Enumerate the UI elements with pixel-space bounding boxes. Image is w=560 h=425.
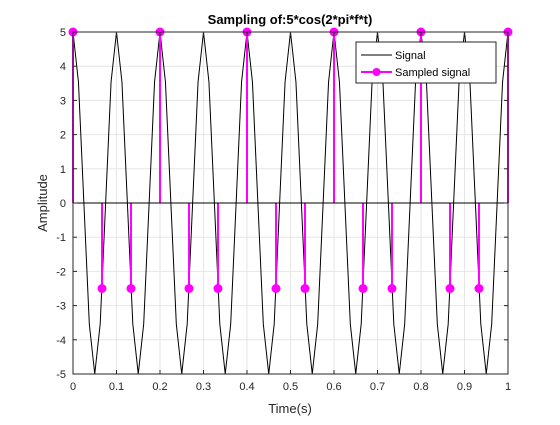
- x-tick-label: 0.8: [413, 381, 428, 393]
- y-tick-label: 1: [60, 164, 66, 176]
- x-axis-label: Time(s): [268, 401, 312, 416]
- sampled-signal-point: [358, 284, 368, 293]
- x-tick-label: 0.3: [196, 381, 211, 393]
- x-tick-label: 1: [505, 381, 511, 393]
- y-tick-label: 3: [60, 95, 66, 107]
- sampled-signal-point: [271, 284, 281, 293]
- y-tick-label: 0: [60, 198, 66, 210]
- sampled-signal-point: [97, 284, 107, 293]
- tick-labels: 0 0.1 0.2 0.3 0.4 0.5 0.6 0.7 0.8 0.9 1 -5 -4 -3 -2 -1 0…: [56, 27, 511, 393]
- sampled-signal-point: [126, 284, 136, 293]
- y-tick-label: -5: [56, 369, 66, 381]
- x-tick-label: 0: [70, 381, 76, 393]
- x-tick-label: 0.2: [152, 381, 167, 393]
- x-tick-label: 0.9: [457, 381, 472, 393]
- sampled-signal-point: [387, 284, 397, 293]
- legend-box: [355, 41, 497, 84]
- sampled-signal-point: [474, 284, 484, 293]
- legend: Signal Sampled signal: [355, 41, 497, 84]
- sampled-signal-point: [184, 284, 194, 293]
- legend-signal-label: Signal: [395, 50, 426, 62]
- chart-title: Sampling of:5*cos(2*pi*f*t): [208, 12, 373, 27]
- y-tick-label: -1: [56, 232, 66, 244]
- y-tick-label: 2: [60, 130, 66, 142]
- x-tick-label: 0.5: [283, 381, 298, 393]
- sampled-signal-point: [445, 284, 455, 293]
- sampled-signal-point: [213, 284, 223, 293]
- sampled-signal-point: [300, 284, 310, 293]
- y-tick-label: 5: [60, 27, 66, 39]
- x-tick-label: 0.7: [370, 381, 385, 393]
- y-tick-label: -4: [56, 335, 66, 347]
- y-tick-label: -2: [56, 266, 66, 278]
- axes: [72, 31, 509, 375]
- legend-sampled-marker: [372, 68, 381, 76]
- y-tick-label: -3: [56, 301, 66, 313]
- x-tick-label: 0.1: [109, 381, 124, 393]
- y-axis-label: Amplitude: [35, 174, 50, 232]
- x-tick-label: 0.6: [326, 381, 341, 393]
- legend-sampled-label: Sampled signal: [395, 67, 470, 79]
- x-tick-label: 0.4: [239, 381, 254, 393]
- y-tick-label: 4: [60, 61, 66, 73]
